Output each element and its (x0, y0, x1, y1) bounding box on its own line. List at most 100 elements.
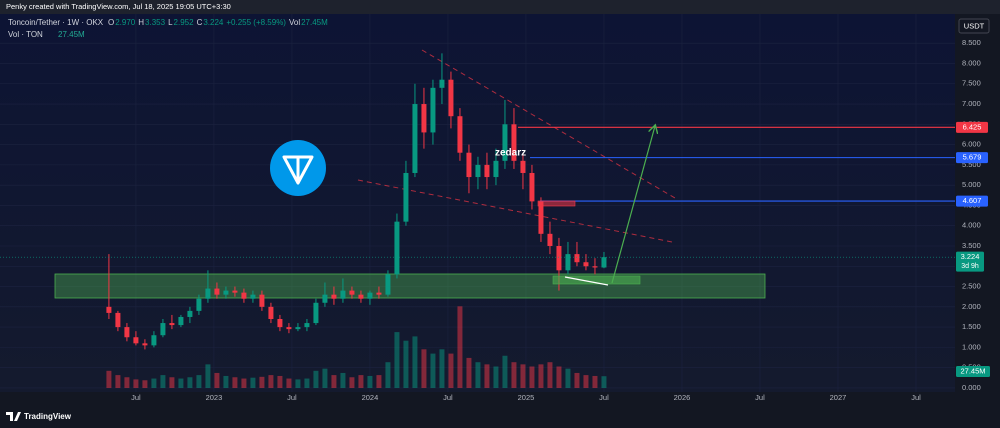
candle-body (430, 87, 436, 133)
candle-body (214, 288, 220, 295)
y-tick-label: 4.000 (962, 221, 981, 230)
candle-body (340, 290, 346, 299)
brand: TradingView (24, 412, 72, 421)
x-tick-label: Jul (131, 393, 141, 402)
volume-bar (286, 378, 292, 388)
candle-body (232, 290, 238, 293)
candle-body (520, 160, 526, 173)
candle-body (493, 160, 499, 178)
candle-body (313, 302, 319, 324)
legend-key: C (197, 18, 203, 27)
volume-bar (214, 372, 220, 388)
y-tick-label: 5.500 (962, 160, 981, 169)
price-level-label: 5.679 (963, 153, 982, 162)
volume-bar (385, 362, 391, 388)
support-line (564, 276, 609, 286)
volume-bar (601, 376, 607, 388)
x-tick-label: Jul (599, 393, 609, 402)
candle-body (574, 254, 580, 263)
y-tick-label: 5.000 (962, 180, 981, 189)
volume-bar (268, 375, 274, 388)
currency-button[interactable] (958, 18, 990, 34)
volume-bar (340, 372, 346, 388)
y-tick-label: 3.500 (962, 241, 981, 250)
footer (0, 405, 1000, 428)
currency[interactable]: USDT (964, 21, 985, 30)
volume-bar (466, 357, 472, 388)
ton-logo-glyph (282, 155, 314, 185)
volume-bar (259, 376, 265, 388)
volume-bar (583, 375, 589, 388)
candle-body (142, 343, 148, 346)
volume-bar (592, 375, 598, 388)
y-tick-label: 8.000 (962, 58, 981, 67)
price-level-label-bg (956, 121, 988, 133)
candle-body (448, 79, 454, 117)
volume-bar (412, 336, 418, 388)
candle-body (250, 294, 256, 299)
candle-body (322, 294, 328, 303)
volume-bar (448, 353, 454, 388)
candle-body (160, 323, 166, 336)
candle-body (268, 306, 274, 319)
credit: Penky created with TradingView.com, Jul … (6, 2, 231, 11)
legend-key: L (168, 18, 173, 27)
candle-body (115, 312, 121, 328)
legend-value: 27.45M (301, 18, 328, 27)
volume-bar (421, 349, 427, 388)
volume-bar (529, 366, 535, 388)
y-tick-label: 7.500 (962, 79, 981, 88)
volume-bar (295, 379, 301, 388)
x-tick-label: Jul (911, 393, 921, 402)
candle-body (304, 323, 310, 328)
countdown: 3d 9h (961, 263, 979, 270)
volume-bar (196, 375, 202, 388)
y-tick-label: 6.000 (962, 140, 981, 149)
volume-bar (439, 349, 445, 388)
volume-bar (475, 362, 481, 388)
candle-body (295, 327, 301, 330)
volume-bar (106, 370, 112, 388)
x-tick-label: 2025 (518, 393, 535, 402)
volume-legend-value: 27.45M (58, 30, 85, 39)
y-tick-label: 1.000 (962, 342, 981, 351)
candle-body (259, 294, 265, 307)
volume-bar (151, 378, 157, 388)
candle-body (592, 266, 598, 268)
candle-body (169, 323, 175, 326)
volume-bar (124, 377, 130, 388)
x-tick-label: 2023 (206, 393, 223, 402)
volume-bar (484, 364, 490, 388)
volume-bar (232, 377, 238, 388)
volume-bar (502, 355, 508, 388)
x-tick-label: Jul (755, 393, 765, 402)
candle-body (511, 124, 517, 161)
candle-body (547, 233, 553, 246)
volume-bar (241, 378, 247, 388)
candle-body (385, 274, 391, 295)
x-tick-label: 2026 (674, 393, 691, 402)
candle-body (367, 292, 373, 299)
candle-body (475, 164, 481, 178)
candle-body (178, 316, 184, 326)
candle-body (457, 116, 463, 153)
brand-logo (6, 412, 21, 421)
volume-bar (511, 362, 517, 388)
top-bar (0, 0, 1000, 14)
candle-body (403, 172, 409, 222)
volume-bar (394, 332, 400, 388)
volume-bar (403, 340, 409, 388)
legend-value: 3.353 (145, 18, 166, 27)
legend-value: 2.952 (174, 18, 195, 27)
volume-bar (493, 366, 499, 388)
legend-value: 3.224 (203, 18, 224, 27)
legend-change: +0.255 (+8.59%) (226, 18, 286, 27)
current-price: 3.224 (961, 252, 980, 261)
legend-value: 2.970 (115, 18, 136, 27)
candle-body (484, 164, 490, 178)
candle-body (223, 290, 229, 295)
candle-body (187, 310, 193, 317)
y-tick-label: 2.500 (962, 282, 981, 291)
candle-body (466, 152, 472, 178)
